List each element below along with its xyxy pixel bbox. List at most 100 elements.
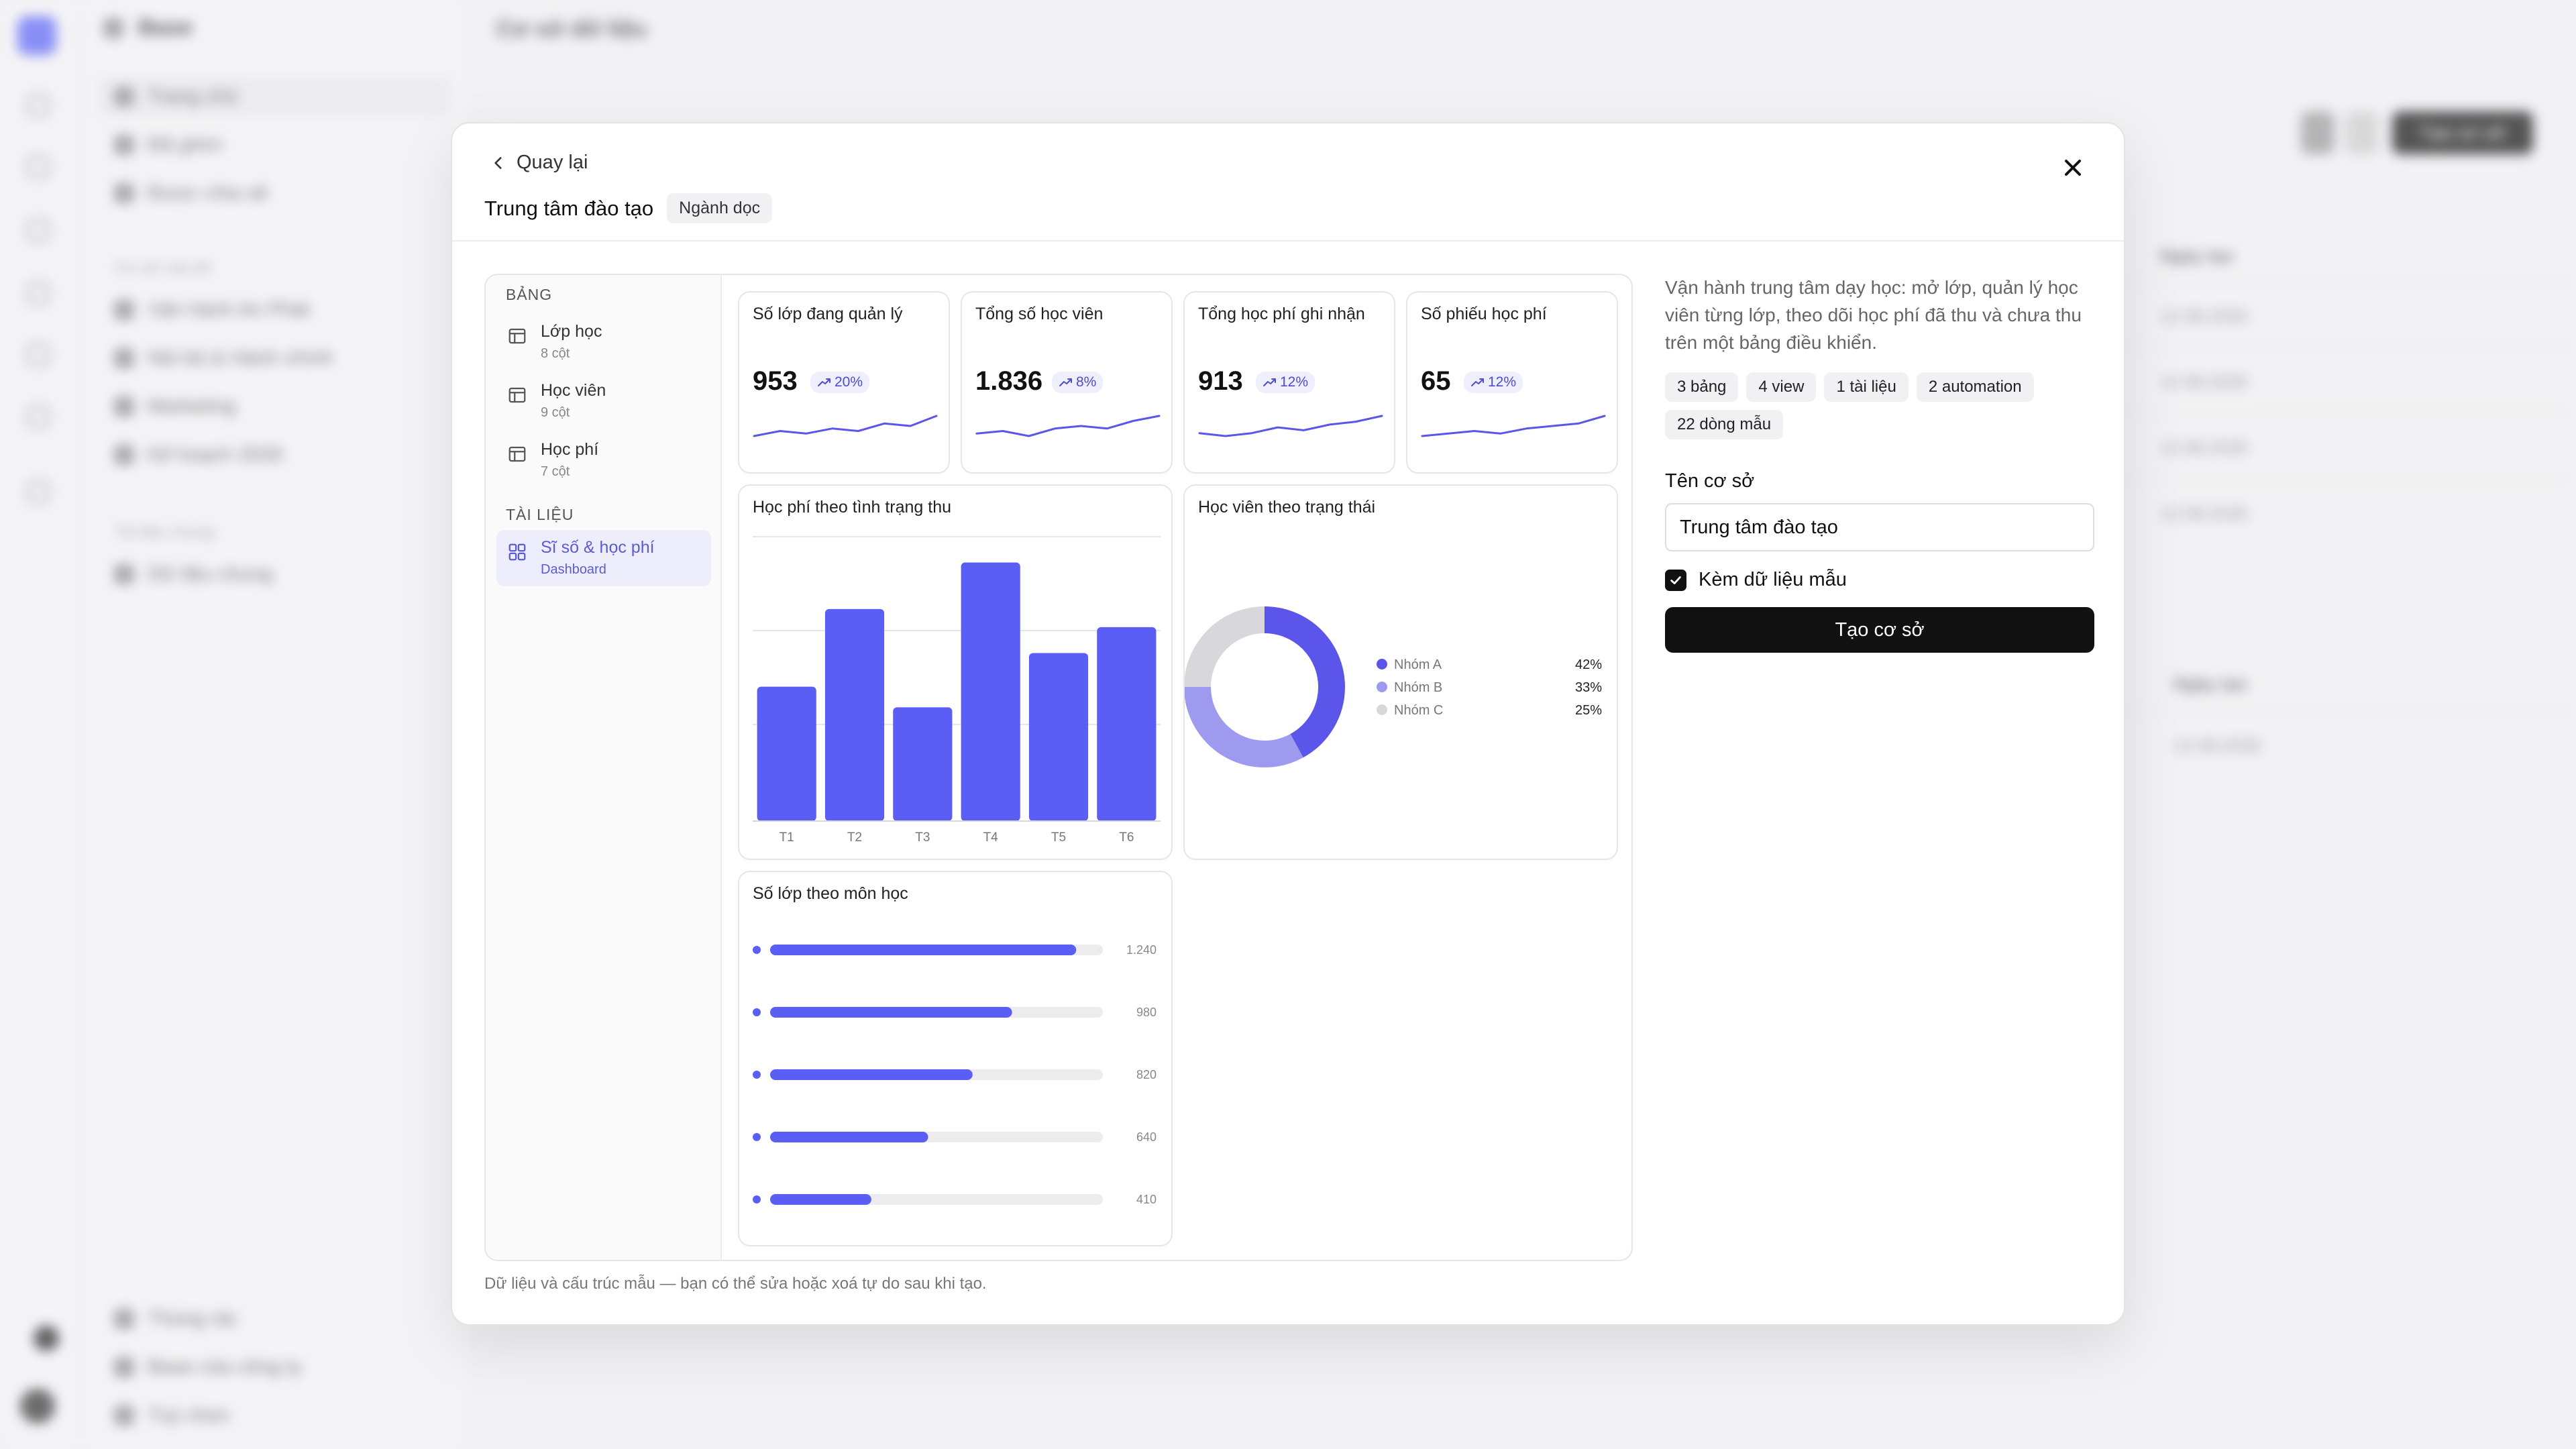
dashboard-icon <box>507 542 527 562</box>
legend-swatch <box>1377 704 1387 715</box>
trash-icon <box>114 1309 134 1329</box>
rss-icon[interactable] <box>27 343 50 366</box>
base-item[interactable]: Vận hành An Phát <box>97 290 452 330</box>
gear-icon <box>114 1405 134 1426</box>
nav-shared-label: Được chia sẻ <box>148 182 268 204</box>
table-item-columns: 8 cột <box>541 346 570 361</box>
share-icon <box>114 183 134 203</box>
table-item-fees[interactable]: Học phí 7 cột <box>496 432 711 488</box>
edit-icon[interactable] <box>27 94 50 117</box>
bar-dot <box>753 1195 761 1203</box>
compose-icon[interactable] <box>27 156 50 178</box>
bar <box>961 562 1020 821</box>
doc-item-dashboard[interactable]: Sĩ số & học phí Dashboard <box>496 530 711 586</box>
row-divider <box>2133 478 2569 479</box>
x-tick-label: T2 <box>847 830 862 845</box>
base-name-input[interactable] <box>1665 503 2094 551</box>
bar <box>1028 653 1089 821</box>
app-rail <box>0 0 80 1449</box>
sparkline-line <box>1198 415 1383 437</box>
kpi-card: Số phiếu học phí 65 12% <box>1406 291 1618 474</box>
sample-data-checkbox-row[interactable]: Kèm dữ liệu mẫu <box>1665 569 2094 591</box>
table-item-columns: 9 cột <box>541 405 570 420</box>
settings-icon[interactable] <box>27 480 50 503</box>
nav-home-label: Trang chủ <box>148 85 237 107</box>
x-tick-label: T4 <box>983 830 999 845</box>
bar <box>824 608 885 821</box>
nav-pinned-label: Đã ghim <box>148 133 223 156</box>
create-base-button[interactable]: Tạo cơ sở <box>1665 607 2094 653</box>
background-page-title: Cơ sở dữ liệu <box>496 16 647 42</box>
modal-titlebar: Trung tâm đào tạo Ngành dọc <box>484 193 773 223</box>
background-main: Cơ sở dữ liệu Tạo cơ sở Ngày tạo 12.08.2… <box>470 0 2576 1449</box>
date-cell: 12.08.2026 <box>2160 306 2248 326</box>
base-item[interactable]: Marketing <box>97 386 452 427</box>
grid-view-icon[interactable] <box>2301 111 2334 154</box>
legend-percent: 42% <box>1575 657 1602 672</box>
table-item-classes[interactable]: Lớp học 8 cột <box>496 314 711 370</box>
base-item[interactable]: Nội bộ & Hành chính <box>97 338 452 378</box>
sample-data-checkbox[interactable] <box>1665 569 1686 591</box>
app-logo <box>17 16 56 55</box>
category-badge: Ngành dọc <box>667 193 773 223</box>
kpi-title: Số phiếu học phí <box>1421 305 1547 323</box>
nav-pinned[interactable]: Đã ghim <box>97 125 452 165</box>
nav-trash[interactable]: Thùng rác <box>97 1299 452 1339</box>
bar <box>770 1132 928 1142</box>
kpi-delta: 8% <box>1076 374 1097 390</box>
chat-icon[interactable] <box>34 1326 59 1351</box>
template-description: Vận hành trung tâm dạy học: mở lớp, quản… <box>1665 277 2082 353</box>
avatar[interactable] <box>20 1389 55 1424</box>
row-divider <box>2133 710 2569 711</box>
base-name-label: Tên cơ sở <box>1665 470 1755 492</box>
nav-options[interactable]: Tuỳ chọn <box>97 1395 452 1436</box>
kpi-value: 1.836 <box>975 366 1043 396</box>
table-item-name: Lớp học <box>541 322 602 341</box>
base-item[interactable]: Kế hoạch 2026 <box>97 435 452 475</box>
close-icon <box>2065 160 2081 176</box>
background-create-button[interactable]: Tạo cơ sở <box>2392 111 2533 154</box>
docs-section-label: TÀI LIỆU <box>506 506 574 523</box>
kpi-title: Tổng học phí ghi nhận <box>1198 305 1365 323</box>
table-item-students[interactable]: Học viên 9 cột <box>496 373 711 429</box>
section-my-bases: Cơ sở của tôi <box>114 259 211 277</box>
database-icon[interactable] <box>27 219 50 241</box>
nav-shared[interactable]: Được chia sẻ <box>97 173 452 213</box>
x-tick-label: T6 <box>1119 830 1134 845</box>
stat-chip: 3 bảng <box>1665 372 1739 402</box>
legend-percent: 33% <box>1575 680 1602 695</box>
bar-dot <box>753 1071 761 1079</box>
legend-swatch <box>1377 682 1387 692</box>
stat-chip: 1 tài liệu <box>1824 372 1909 402</box>
classes-by-subject-card: Số lớp theo môn học 1.240 980 820 640 410 <box>738 871 1173 1246</box>
legend-label: Nhóm C <box>1394 703 1443 718</box>
table-icon <box>507 444 527 464</box>
shared-item[interactable]: Dữ liệu chung <box>97 554 452 594</box>
list-view-icon[interactable] <box>2345 111 2379 154</box>
cloud-icon[interactable] <box>27 282 50 305</box>
nav-home[interactable]: Trang chủ <box>97 76 452 117</box>
close-button[interactable] <box>2059 154 2086 181</box>
kpi-title: Số lớp đang quản lý <box>753 305 903 323</box>
sparkline-line <box>1421 415 1606 437</box>
check-icon <box>1670 576 1681 584</box>
donut-slice <box>1185 606 1345 767</box>
bar-value-label: 410 <box>1136 1193 1157 1206</box>
bar-value-label: 640 <box>1136 1130 1157 1144</box>
back-button[interactable]: Quay lại <box>490 152 588 174</box>
kpi-card: Tổng học phí ghi nhận 913 12% <box>1183 291 1395 474</box>
kpi-value: 913 <box>1198 366 1243 396</box>
sparkline-line <box>753 415 938 437</box>
header-divider <box>452 240 2124 241</box>
row-divider <box>2133 280 2569 282</box>
globe-icon[interactable] <box>27 405 50 428</box>
stat-chip: 22 dòng mẫu <box>1665 410 1784 439</box>
trend-up-icon <box>1263 378 1276 386</box>
workspace-header[interactable]: Base <box>97 15 193 41</box>
nav-company[interactable]: Base của công ty <box>97 1347 452 1387</box>
kpi-delta-badge: 20% <box>810 372 870 393</box>
kpi-value: 65 <box>1421 366 1451 396</box>
bar-value-label: 820 <box>1136 1068 1157 1081</box>
kpi-delta: 20% <box>835 374 863 390</box>
date-cell: 12.08.2026 <box>2160 372 2248 392</box>
